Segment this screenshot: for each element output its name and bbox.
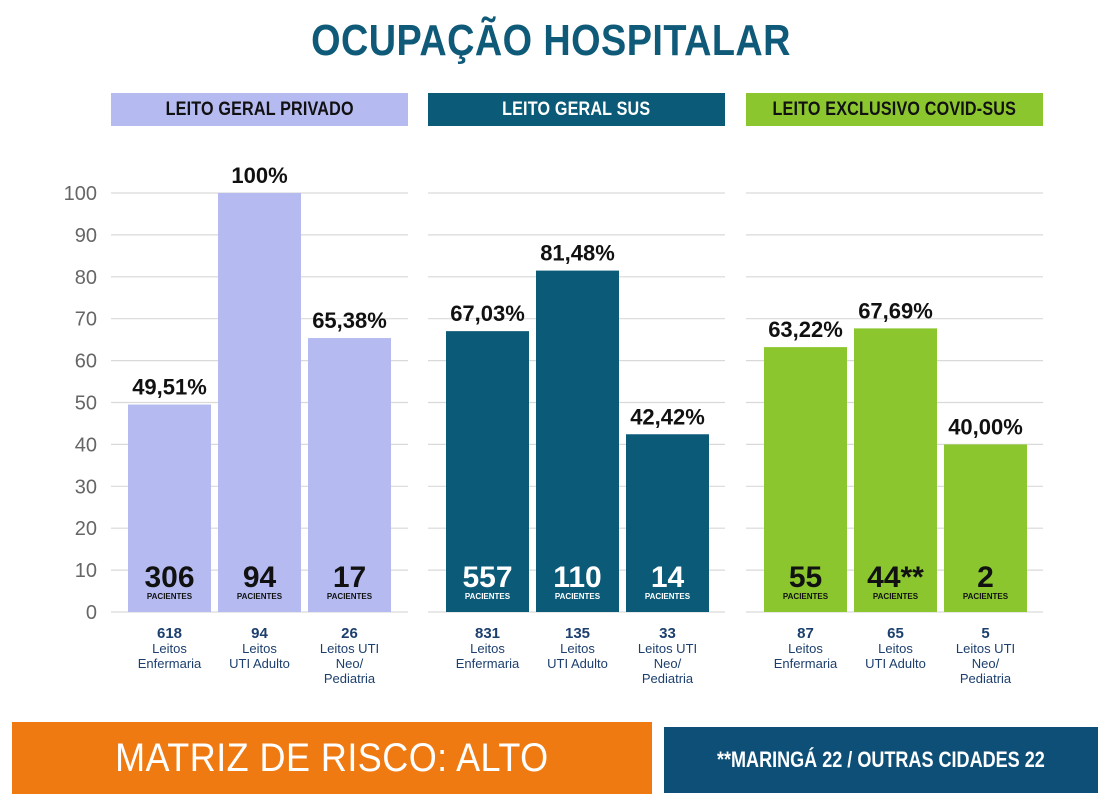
beds-count: 618 [157, 625, 182, 642]
y-tick-label: 40 [75, 434, 97, 456]
x-tick-label: Enfermaria [774, 656, 838, 671]
y-tick-label: 80 [75, 267, 97, 289]
panel-header-sus: LEITO GERAL SUS [428, 93, 725, 126]
y-tick-label: 90 [75, 225, 97, 247]
beds-count: 65 [887, 625, 904, 642]
data-label: 100% [231, 163, 287, 188]
data-label: 42,42% [630, 404, 705, 429]
data-label: 49,51% [132, 375, 207, 400]
beds-count: 87 [797, 625, 814, 642]
x-tick-label: Enfermaria [456, 656, 520, 671]
beds-count: 5 [981, 625, 989, 642]
x-tick-label: Leitos [878, 641, 913, 656]
beds-count: 33 [659, 625, 676, 642]
x-tick-label: Leitos UTI [638, 641, 697, 656]
x-tick-label: Neo/ [336, 656, 364, 671]
patients-label: PACIENTES [645, 592, 691, 601]
data-label: 40,00% [948, 414, 1023, 439]
x-tick-label: Leitos UTI [956, 641, 1015, 656]
x-tick-label: Enfermaria [138, 656, 202, 671]
x-tick-label: Pediatria [324, 671, 376, 686]
page-title: OCUPAÇÃO HOSPITALAR [311, 16, 791, 65]
bar [218, 193, 301, 612]
y-tick-label: 100 [64, 183, 97, 205]
data-label: 81,48% [540, 241, 615, 266]
x-tick-label: Leitos [560, 641, 595, 656]
panel-header-private: LEITO GERAL PRIVADO [111, 93, 408, 126]
x-tick-label: Leitos [242, 641, 277, 656]
x-tick-label: Leitos [470, 641, 505, 656]
y-tick-label: 30 [75, 476, 97, 498]
risk-matrix-banner: MATRIZ DE RISCO: ALTO [12, 722, 652, 794]
bar [854, 328, 937, 612]
x-tick-label: Neo/ [654, 656, 682, 671]
bar [446, 331, 529, 612]
y-tick-label: 50 [75, 393, 97, 415]
patients-label: PACIENTES [783, 592, 829, 601]
x-tick-label: Leitos UTI [320, 641, 379, 656]
x-tick-label: Pediatria [642, 671, 694, 686]
beds-count: 94 [251, 625, 268, 642]
panel-header-covid: LEITO EXCLUSIVO COVID-SUS [746, 93, 1043, 126]
x-tick-label: UTI Adulto [547, 656, 608, 671]
patients-count: 2 [977, 561, 994, 594]
data-label: 67,03% [450, 301, 525, 326]
bar [536, 270, 619, 612]
patients-count: 306 [144, 561, 194, 594]
patients-label: PACIENTES [963, 592, 1009, 601]
data-label: 65,38% [312, 308, 387, 333]
city-breakdown-note: **MARINGÁ 22 / OUTRAS CIDADES 22 [664, 727, 1098, 793]
patients-count: 557 [462, 561, 512, 594]
x-tick-label: UTI Adulto [865, 656, 926, 671]
patients-label: PACIENTES [465, 592, 511, 601]
x-tick-label: Pediatria [960, 671, 1012, 686]
bar [626, 434, 709, 612]
bar [944, 444, 1027, 612]
bar [308, 338, 391, 612]
patients-count: 94 [243, 561, 277, 594]
y-tick-label: 0 [86, 602, 97, 624]
patients-label: PACIENTES [237, 592, 283, 601]
y-tick-label: 10 [75, 560, 97, 582]
patients-count: 17 [333, 561, 366, 594]
x-tick-label: Leitos [788, 641, 823, 656]
x-tick-label: UTI Adulto [229, 656, 290, 671]
bar [764, 347, 847, 612]
beds-count: 26 [341, 625, 358, 642]
patients-label: PACIENTES [147, 592, 193, 601]
x-tick-label: Leitos [152, 641, 187, 656]
y-tick-label: 70 [75, 309, 97, 331]
patients-count: 14 [651, 561, 685, 594]
patients-count: 55 [789, 561, 822, 594]
bar [128, 404, 211, 612]
bar-chart: 010203040506070809010049,51%306PACIENTES… [64, 163, 1043, 686]
beds-count: 135 [565, 625, 590, 642]
data-label: 63,22% [768, 317, 843, 342]
y-tick-label: 20 [75, 518, 97, 540]
beds-count: 831 [475, 625, 500, 642]
data-label: 67,69% [858, 298, 933, 323]
patients-count: 44** [867, 561, 924, 594]
patients-label: PACIENTES [327, 592, 373, 601]
x-tick-label: Neo/ [972, 656, 1000, 671]
patients-label: PACIENTES [873, 592, 919, 601]
patients-label: PACIENTES [555, 592, 601, 601]
patients-count: 110 [553, 561, 601, 594]
y-tick-label: 60 [75, 351, 97, 373]
